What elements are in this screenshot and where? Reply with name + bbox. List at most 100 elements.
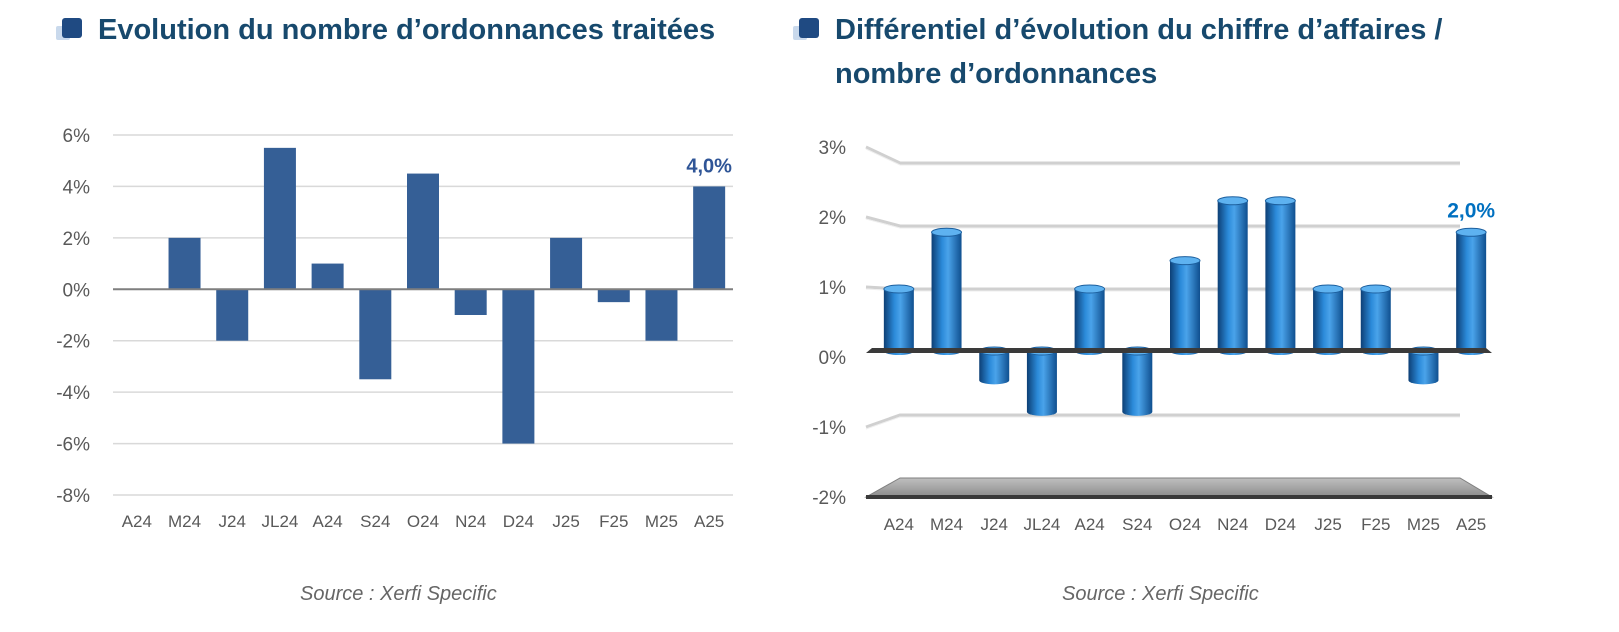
x-tick-label: A24	[1074, 515, 1104, 534]
x-tick-label: D24	[503, 512, 534, 531]
bar-body	[883, 289, 914, 355]
bar	[1074, 284, 1106, 355]
bar-body	[1217, 200, 1248, 355]
x-tick-label: M24	[930, 515, 963, 534]
data-label: 4,0%	[686, 155, 732, 177]
source-right: Source : Xerfi Specific	[1062, 583, 1259, 605]
chart-title-left: Evolution du nombre d’ordonnances traité…	[98, 14, 716, 46]
chart-panel-left: Evolution du nombre d’ordonnances traité…	[0, 0, 800, 632]
bar-body	[1074, 289, 1105, 355]
y-tick-label: -6%	[56, 435, 90, 456]
bar	[454, 289, 487, 315]
x-tick-label: N24	[455, 512, 486, 531]
x-tick-label: JL24	[1023, 515, 1060, 534]
chart-title-row-left: Evolution du nombre d’ordonnances traité…	[56, 8, 715, 52]
square-bullet-icon	[56, 16, 86, 46]
y-tick-label: -1%	[812, 418, 846, 439]
bar	[550, 237, 583, 290]
x-tick-label: JL24	[261, 512, 298, 531]
y-tick-label: 0%	[819, 348, 847, 369]
y-tick-label: -4%	[56, 383, 90, 404]
x-tick-label: J25	[1314, 515, 1341, 534]
chart-panel-right: Différentiel d’évolution du chiffre d’af…	[793, 0, 1619, 632]
bar-body	[1265, 200, 1296, 355]
bar	[1455, 227, 1487, 355]
bar	[407, 173, 439, 290]
y-tick-label: 3%	[819, 138, 847, 159]
bar-body	[1122, 351, 1153, 416]
bar-cap	[1169, 256, 1201, 266]
y-tick-label: 0%	[63, 280, 91, 301]
data-label: 2,0%	[1447, 199, 1495, 222]
x-tick-label: M24	[168, 512, 201, 531]
bar-body	[1456, 232, 1487, 355]
bar-cap	[1264, 196, 1296, 206]
bar	[1169, 256, 1201, 355]
bar-cap	[931, 227, 963, 237]
bar-chart-right: 3% 2% 1% 0% -1% -2% A24 M24 J24 JL24 A24 S24 O24 N24 D…	[812, 138, 1495, 534]
square-bullet-icon	[793, 16, 823, 46]
x-tick-label: F25	[1361, 515, 1390, 534]
bar-cap	[1074, 284, 1106, 294]
gridline	[865, 413, 1460, 429]
bar	[1312, 284, 1344, 355]
bar	[645, 289, 678, 341]
bar-chart-left: 6% 4% 2% 0% -2% -4% -6% -8% A24 M24 J24 JL24 A24 S24 O…	[56, 126, 733, 531]
bar	[597, 289, 630, 303]
gridline	[865, 215, 1460, 228]
x-tick-label: F25	[599, 512, 628, 531]
x-tick-label: J24	[981, 515, 1008, 534]
bar	[931, 227, 963, 355]
chart-title-row-right: Différentiel d’évolution du chiffre d’af…	[793, 8, 1535, 96]
x-tick-label: S24	[1122, 515, 1152, 534]
x-tick-label: D24	[1265, 515, 1296, 534]
bar-body	[931, 232, 962, 355]
y-tick-label: -2%	[56, 332, 90, 353]
bar	[359, 289, 392, 380]
bar	[502, 289, 535, 444]
bar-cap	[1360, 284, 1392, 294]
gridline-shadow	[865, 416, 1460, 430]
y-tick-label: 2%	[63, 229, 91, 250]
gridline	[865, 145, 1460, 165]
x-tick-label: A24	[122, 512, 152, 531]
y-tick-label: -8%	[56, 486, 90, 507]
zero-plane	[866, 348, 1492, 353]
gridline-shadow	[865, 148, 1460, 166]
chart-title-right: Différentiel d’évolution du chiffre d’af…	[835, 14, 1443, 90]
bar	[1121, 346, 1153, 416]
bar	[168, 237, 201, 290]
y-tick-label: 1%	[819, 278, 847, 299]
source-left: Source : Xerfi Specific	[300, 583, 497, 605]
x-tick-label: A24	[884, 515, 914, 534]
y-tick-label: 2%	[819, 208, 847, 229]
y-tick-label: -2%	[812, 488, 846, 509]
bar-cap	[1455, 227, 1487, 237]
x-tick-label: M25	[1407, 515, 1440, 534]
bar	[1217, 196, 1249, 355]
bar-cap	[883, 284, 915, 294]
bar	[1360, 284, 1392, 355]
x-tick-label: M25	[645, 512, 678, 531]
bar	[216, 289, 249, 341]
x-tick-label: A25	[1456, 515, 1486, 534]
chart-floor	[864, 477, 1494, 498]
bar-cap	[1217, 196, 1249, 206]
bar	[693, 186, 726, 290]
x-tick-label: A24	[312, 512, 342, 531]
bar	[263, 147, 296, 290]
bar-body	[979, 351, 1010, 385]
bar	[1264, 196, 1296, 355]
y-tick-label: 4%	[63, 177, 91, 198]
x-tick-label: O24	[1169, 515, 1201, 534]
bar-body	[1026, 351, 1057, 416]
y-tick-label: 6%	[63, 126, 91, 147]
bar	[1026, 346, 1058, 416]
x-tick-label: N24	[1217, 515, 1248, 534]
bar	[883, 284, 915, 355]
x-tick-label: S24	[360, 512, 390, 531]
x-tick-label: O24	[407, 512, 439, 531]
bar-cap	[1312, 284, 1344, 294]
bar-body	[1360, 289, 1391, 355]
bar-body	[1313, 289, 1344, 355]
